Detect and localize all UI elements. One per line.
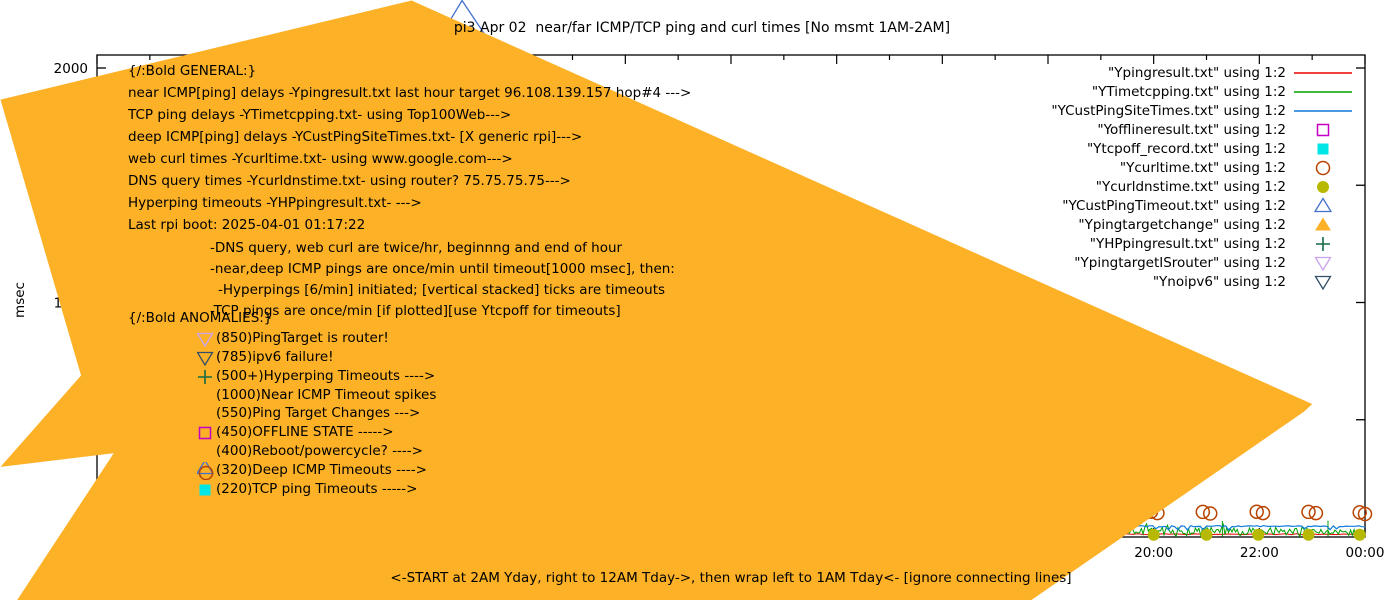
legend-marker-sample (1286, 235, 1360, 253)
anomaly-row: (500+)Hyperping Timeouts ----> (197, 367, 435, 386)
anomaly-row: (550)Ping Target Changes ---> (197, 404, 420, 423)
legend-marker-sample (1286, 273, 1360, 291)
legend-marker-sample (1286, 121, 1360, 139)
plus-icon (197, 369, 216, 385)
legend-marker-sample (1286, 254, 1360, 272)
annotation-line: web curl times -Ycurltime.txt- using www… (128, 151, 513, 167)
legend-row: "Ypingresult.txt" using 1:2 (950, 63, 1360, 82)
legend-row: "YTimetcpping.txt" using 1:2 (950, 82, 1360, 101)
svg-text:22:00: 22:00 (1240, 545, 1279, 561)
legend-line-sample (1286, 65, 1360, 81)
legend-row: "Yofflineresult.txt" using 1:2 (950, 120, 1360, 139)
svg-text:20:00: 20:00 (1134, 545, 1173, 561)
annotation-line: near ICMP[ping] delays -Ypingresult.txt … (128, 85, 692, 101)
legend-row: "Ypingtargetchange" using 1:2 (950, 215, 1360, 234)
annotation-general-header: {/:Bold GENERAL:} (128, 63, 257, 79)
annotation-note: -TCP pings are once/min [if plotted][use… (210, 303, 621, 319)
triangle-down-icon (197, 350, 216, 366)
anomaly-row: (1000)Near ICMP Timeout spikes (197, 386, 436, 405)
annotation-line: deep ICMP[ping] delays -YCustPingSiteTim… (128, 129, 583, 145)
legend-marker-sample (1286, 178, 1360, 196)
anomaly-row: (850)PingTarget is router! (197, 329, 389, 348)
anomaly-row: (785)ipv6 failure! (197, 348, 334, 367)
legend-line-sample (1286, 84, 1360, 100)
no-icon (197, 388, 216, 404)
x-axis-label: <-START at 2AM Yday, right to 12AM Tday-… (390, 570, 1072, 586)
square-open-icon (197, 425, 216, 441)
legend-marker-sample (1286, 196, 1360, 215)
legend-row: "YCustPingTimeout.txt" using 1:2 (950, 196, 1360, 215)
legend: "Ypingresult.txt" using 1:2 "YTimetcppin… (950, 63, 1360, 291)
square-filled-icon (197, 482, 216, 498)
legend-row: "Ycurldnstime.txt" using 1:2 (950, 177, 1360, 196)
legend-line-sample (1286, 103, 1360, 119)
annotation-line: TCP ping delays -YTimetcpping.txt- using… (128, 107, 512, 123)
annotation-line: Hyperping timeouts -YHPpingresult.txt- -… (128, 195, 422, 211)
legend-marker-sample (1286, 216, 1360, 234)
legend-row: "YHPpingresult.txt" using 1:2 (950, 234, 1360, 253)
svg-text:00:00: 00:00 (1346, 545, 1385, 561)
legend-marker-sample (1286, 140, 1360, 158)
chart-title: pi3 Apr 02 near/far ICMP/TCP ping and cu… (453, 20, 951, 36)
anomaly-row: (450)OFFLINE STATE -----> (197, 423, 394, 442)
triangle-circle-icon (197, 461, 216, 480)
annotation-line: DNS query times -Ycurldnstime.txt- using… (128, 173, 571, 189)
triangle-up-icon (197, 406, 216, 422)
legend-row: "YCustPingSiteTimes.txt" using 1:2 (950, 101, 1360, 120)
legend-row: "YpingtargetISrouter" using 1:2 (950, 253, 1360, 272)
annotation-anomalies-header: {/:Bold ANOMALIES:} (128, 310, 273, 326)
annotation-note: -near,deep ICMP pings are once/min until… (210, 261, 675, 277)
svg-text:2000: 2000 (54, 61, 88, 77)
y-axis-label: msec (12, 282, 28, 318)
anomaly-row: (400)Reboot/powercycle? ----> (197, 442, 423, 461)
annotation-last-boot: Last rpi boot: 2025-04-01 01:17:22 (128, 217, 366, 233)
legend-row: "Ynoipv6" using 1:2 (950, 272, 1360, 291)
anomaly-row: (320)Deep ICMP Timeouts ----> (197, 461, 427, 480)
annotation-note: -DNS query, web curl are twice/hr, begin… (210, 240, 623, 256)
no-icon (197, 444, 216, 460)
legend-marker-sample (1286, 159, 1360, 177)
anomaly-row: (220)TCP ping Timeouts -----> (197, 480, 418, 499)
annotation-note: -Hyperpings [6/min] initiated; [vertical… (218, 282, 666, 298)
legend-row: "Ycurltime.txt" using 1:2 (950, 158, 1360, 177)
legend-row: "Ytcpoff_record.txt" using 1:2 (950, 139, 1360, 158)
triangle-down-icon (197, 331, 216, 347)
